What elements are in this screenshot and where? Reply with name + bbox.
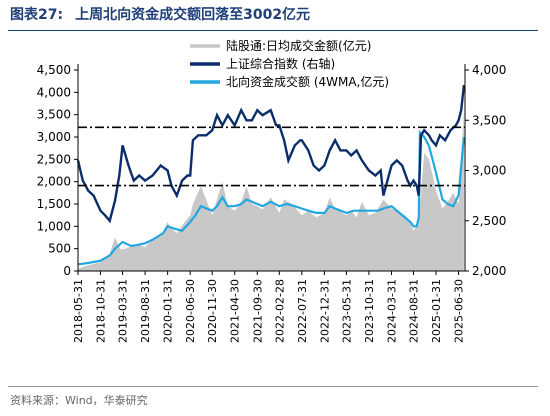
y-left-tick-label: 1,000 — [37, 219, 71, 233]
x-tick-label: 2020-11-30 — [206, 279, 219, 343]
figure-title: 图表27: 上周北向资金成交额回落至3002亿元 — [8, 4, 310, 24]
x-tick-label: 2025-01-31 — [430, 279, 443, 343]
x-tick-label: 2024-03-31 — [385, 279, 398, 343]
figure-title-text: 上周北向资金成交额回落至3002亿元 — [75, 7, 311, 23]
y-left-tick-label: 1,500 — [37, 197, 71, 211]
legend-label-2: 上证综合指数 (右轴) — [226, 56, 335, 71]
y-left-tick-label: 500 — [48, 242, 71, 256]
y-right-tick-label: 3,000 — [472, 164, 506, 178]
series-line-shanghai-composite — [76, 84, 466, 224]
legend-label-3: 北向资金成交额 (4WMA,亿元) — [226, 74, 389, 89]
x-tick-label: 2020-01-31 — [162, 279, 175, 343]
x-tick-label: 2019-08-31 — [139, 279, 152, 343]
legend-label-1: 陆股通:日均成交金额(亿元) — [226, 38, 371, 53]
x-tick-label: 2019-03-31 — [117, 279, 130, 343]
y-left-tick-label: 2,000 — [37, 175, 71, 189]
series-area-daily-turnover — [78, 110, 464, 271]
y-right-tick-label: 4,000 — [472, 63, 506, 77]
x-tick-label: 2022-07-31 — [296, 279, 309, 343]
x-tick-label: 2018-05-31 — [72, 279, 85, 343]
title-divider — [8, 30, 538, 31]
series-line-northbound-4wma — [77, 129, 465, 266]
source-divider — [8, 386, 538, 387]
figure-number: 图表27: — [10, 7, 64, 23]
y-left-tick-label: 0 — [63, 264, 71, 278]
x-tick-label: 2021-09-30 — [251, 279, 264, 343]
y-left-tick-label: 2,500 — [37, 152, 71, 166]
x-tick-label: 2022-02-28 — [273, 279, 286, 343]
y-left-tick-label: 3,000 — [37, 130, 71, 144]
y-left-tick-label: 4,500 — [37, 63, 71, 77]
x-tick-label: 2022-12-31 — [318, 279, 331, 343]
y-right-tick-label: 2,500 — [472, 214, 506, 228]
x-tick-label: 2024-08-31 — [407, 279, 420, 343]
y-right-tick-label: 3,500 — [472, 113, 506, 127]
source-note: 资料来源：Wind，华泰研究 — [10, 394, 148, 407]
x-tick-label: 2025-06-30 — [453, 279, 466, 343]
x-tick-label: 2023-05-31 — [340, 279, 353, 343]
x-tick-label: 2020-06-30 — [184, 279, 197, 343]
x-tick-label: 2021-04-30 — [229, 279, 242, 343]
y-right-tick-label: 2,000 — [472, 264, 506, 278]
x-tick-label: 2018-10-31 — [95, 279, 108, 343]
x-tick-label: 2023-10-31 — [363, 279, 376, 343]
y-left-tick-label: 4,000 — [37, 85, 71, 99]
y-left-tick-label: 3,500 — [37, 108, 71, 122]
